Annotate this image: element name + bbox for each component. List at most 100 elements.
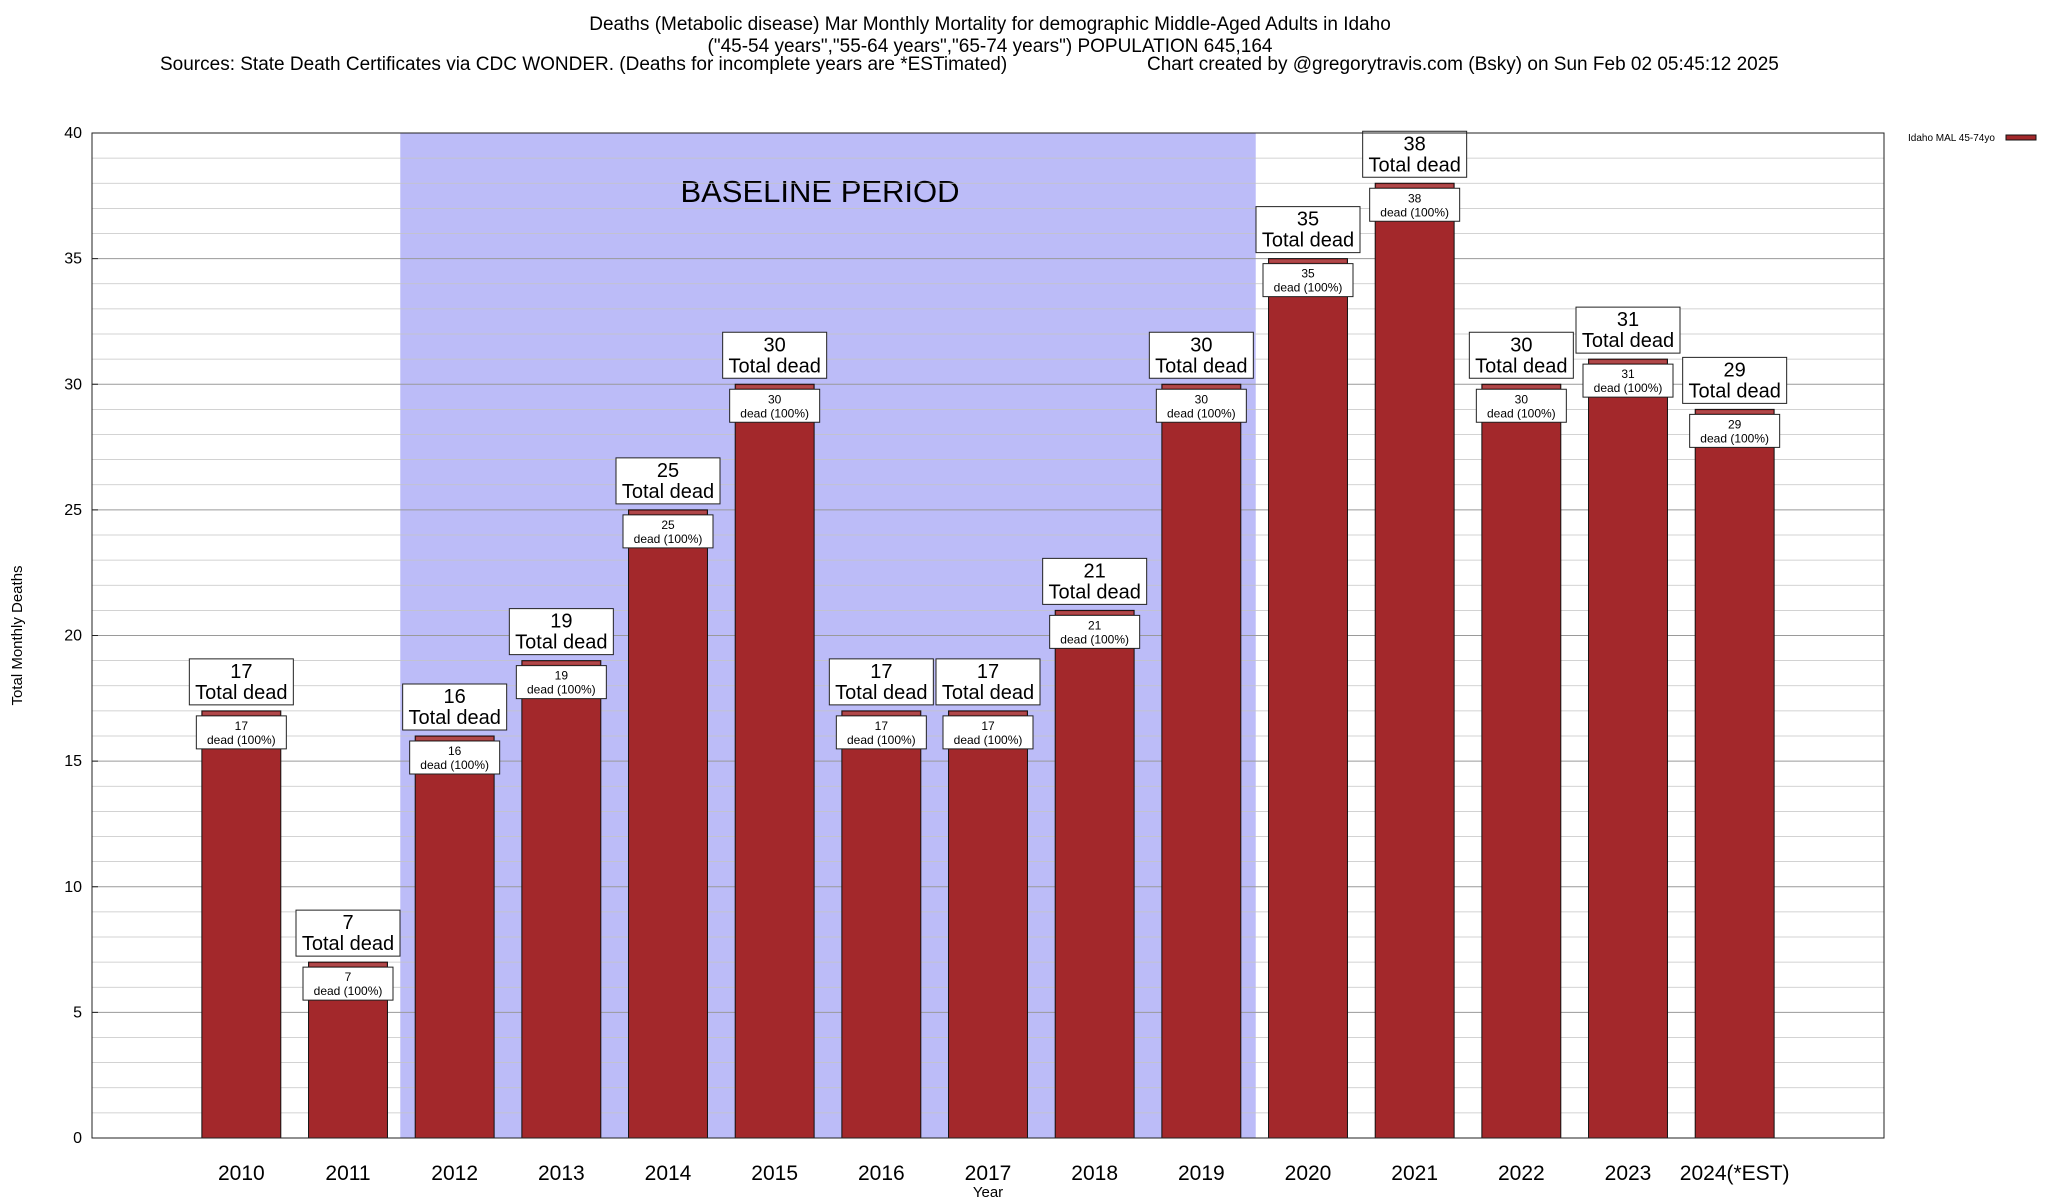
- inner-label-box: [1689, 413, 1781, 448]
- chart-sources: Sources: State Death Certificates via CD…: [160, 54, 1008, 75]
- inner-label-box: [1369, 187, 1461, 222]
- bar-top-band: [1056, 611, 1134, 615]
- bar: [1694, 408, 1775, 1139]
- bar-top-band: [1376, 184, 1454, 188]
- inner-label-value: 30: [1195, 392, 1209, 406]
- top-label-value: 35: [1297, 209, 1319, 231]
- top-label-box: [188, 658, 294, 706]
- top-label-text: Total dead: [1689, 380, 1781, 402]
- top-label-box: [295, 909, 401, 957]
- bar: [521, 660, 602, 1139]
- chart-title-block: Deaths (Metabolic disease) Mar Monthly M…: [0, 14, 1980, 58]
- x-tick-label: 2024(*EST): [1680, 1162, 1790, 1185]
- y-axis-title: Total Monthly Deaths: [9, 565, 26, 705]
- y-tick-label: 15: [64, 753, 82, 770]
- inner-label-box: [835, 715, 927, 750]
- top-label-text: Total dead: [942, 682, 1034, 704]
- bar: [1054, 609, 1135, 1139]
- y-tick-label: 20: [64, 628, 82, 645]
- top-label-text: Total dead: [1475, 355, 1567, 377]
- inner-label-value: 17: [981, 719, 995, 733]
- inner-label-text: dead (100%): [1274, 281, 1343, 295]
- bar-top-band: [202, 711, 280, 715]
- x-tick-label: 2019: [1178, 1162, 1225, 1185]
- inner-label-value: 38: [1408, 191, 1422, 205]
- bar: [1374, 182, 1455, 1139]
- axis-layer: 2010 2011 2012 2013 2014 2015 2016 2017 2018 2019…: [9, 125, 1790, 1200]
- top-label-value: 25: [657, 460, 679, 482]
- bar-top-band: [1589, 360, 1667, 364]
- top-label-value: 21: [1084, 560, 1106, 582]
- top-label-box: [1682, 356, 1788, 404]
- chart-subtitle: ("45-54 years","55-64 years","65-74 year…: [707, 36, 1273, 57]
- x-tick-label: 2023: [1605, 1162, 1652, 1185]
- inner-label-value: 30: [768, 392, 782, 406]
- top-label-value: 31: [1617, 309, 1639, 331]
- x-axis-title: Year: [973, 1184, 1003, 1200]
- top-label-box: [508, 608, 614, 656]
- y-tick-label: 30: [64, 376, 82, 393]
- legend-swatch: [2005, 134, 2037, 141]
- inner-label-text: dead (100%): [740, 406, 809, 420]
- bar: [734, 383, 815, 1139]
- inner-label-value: 7: [345, 970, 352, 984]
- inner-label-box: [409, 740, 501, 775]
- inner-label-text: dead (100%): [314, 984, 383, 998]
- inner-label-value: 17: [875, 719, 889, 733]
- top-label-box: [1575, 306, 1681, 354]
- y-tick-label: 25: [64, 502, 82, 519]
- inner-label-value: 29: [1728, 417, 1742, 431]
- inner-label-value: 21: [1088, 618, 1102, 632]
- bar-top-band: [949, 711, 1027, 715]
- top-label-text: Total dead: [1155, 355, 1247, 377]
- top-label-text: Total dead: [729, 355, 821, 377]
- bar-top-band: [1269, 259, 1347, 263]
- bar-top-band: [309, 963, 387, 967]
- top-label-text: Total dead: [195, 682, 287, 704]
- x-tick-label: 2014: [645, 1162, 692, 1185]
- top-label-value: 17: [870, 661, 892, 683]
- inner-label-text: dead (100%): [420, 758, 489, 772]
- inner-label-box: [1262, 263, 1354, 298]
- y-tick-label: 10: [64, 879, 82, 896]
- top-label-value: 19: [550, 611, 572, 633]
- bar: [1268, 258, 1348, 1139]
- bar: [1161, 383, 1242, 1139]
- inner-label-text: dead (100%): [1380, 205, 1449, 219]
- bar: [1481, 383, 1562, 1139]
- x-tick-label: 2018: [1071, 1162, 1118, 1185]
- bar: [414, 735, 495, 1139]
- top-label-box: [615, 457, 721, 505]
- top-label-text: Total dead: [622, 481, 714, 503]
- inner-label-text: dead (100%): [1700, 431, 1769, 445]
- bar-top-band: [842, 711, 920, 715]
- top-label-box: [1255, 206, 1361, 254]
- y-tick-label: 35: [64, 251, 82, 268]
- top-label-text: Total dead: [409, 707, 501, 729]
- inner-label-text: dead (100%): [207, 733, 276, 747]
- inner-label-text: dead (100%): [527, 683, 596, 697]
- bar: [1588, 358, 1668, 1139]
- top-label-box: [1468, 331, 1574, 379]
- inner-label-text: dead (100%): [634, 532, 703, 546]
- top-label-box: [722, 331, 828, 379]
- x-tick-label: 2012: [431, 1162, 478, 1185]
- top-label-text: Total dead: [1582, 330, 1674, 352]
- top-label-value: 16: [444, 686, 466, 708]
- inner-label-box: [1475, 388, 1567, 423]
- inner-label-text: dead (100%): [1167, 406, 1236, 420]
- top-label-value: 17: [977, 661, 999, 683]
- top-label-value: 30: [1510, 334, 1532, 356]
- inner-label-text: dead (100%): [1060, 632, 1129, 646]
- inner-label-box: [1049, 614, 1141, 649]
- inner-label-text: dead (100%): [1594, 381, 1663, 395]
- inner-label-text: dead (100%): [1487, 406, 1556, 420]
